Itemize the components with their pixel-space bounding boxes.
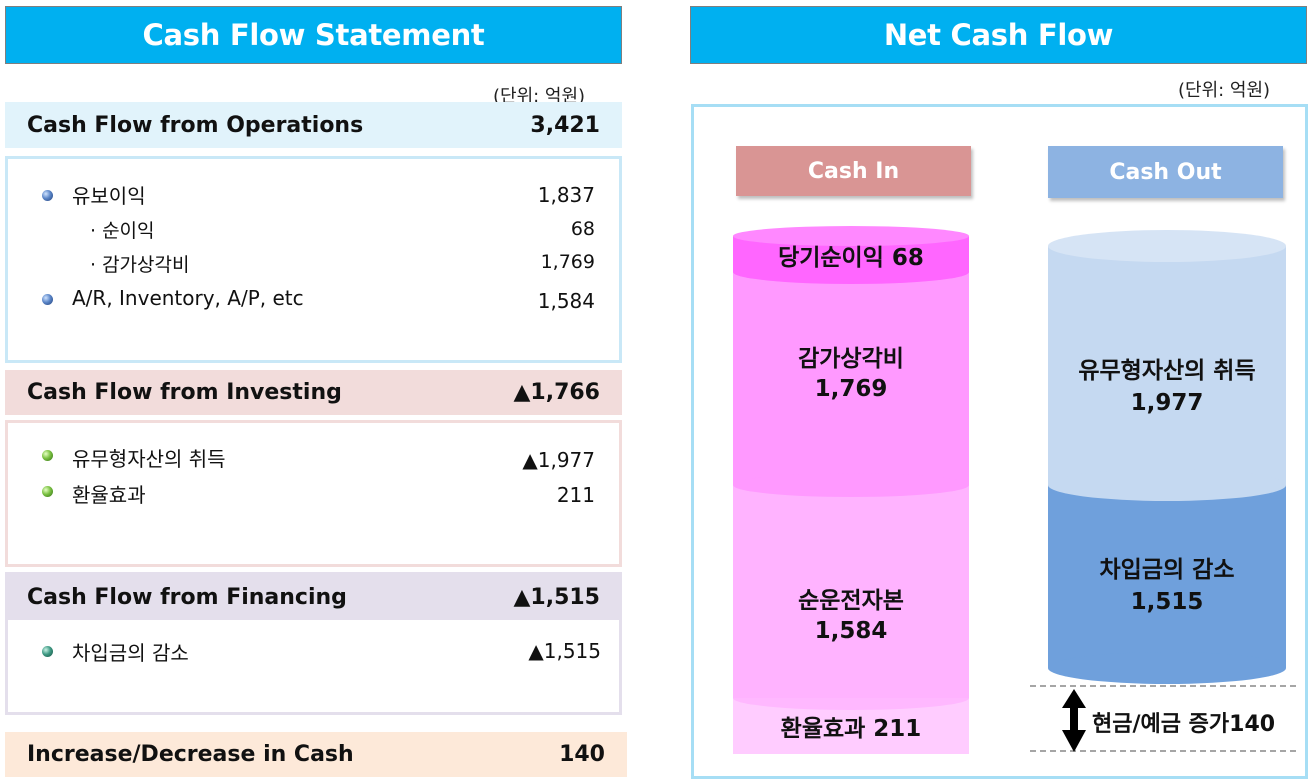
list-item-label: · 감가상각비 — [90, 254, 190, 276]
net-cash-flow-header: Net Cash Flow — [690, 6, 1307, 64]
operations-header: Cash Flow from Operations 3,421 — [5, 102, 622, 148]
total-value: 140 — [559, 742, 605, 767]
cash-increase-label: 현금/예금 증가140 — [1092, 712, 1276, 737]
list-item-value: 1,584 — [537, 289, 595, 313]
list-item-value: ▲1,515 — [528, 639, 601, 663]
net-cash-flow-title: Net Cash Flow — [883, 18, 1114, 52]
list-item-value: 1,769 — [540, 251, 595, 273]
cash-in-working-capital-name: 순운전자본 — [798, 588, 904, 614]
cash-out-repayment-name: 차입금의 감소 — [1099, 557, 1235, 583]
net-cash-flow-frame — [691, 104, 1308, 779]
cash-in-segment-working-capital — [733, 485, 969, 698]
right-unit-label: (단위: 억원) — [1178, 80, 1271, 101]
cash-in-depreciation-value: 1,769 — [814, 376, 888, 402]
cash-in-segment-depreciation — [733, 272, 969, 485]
total-label: Increase/Decrease in Cash — [27, 742, 354, 767]
cash-in-segment-net-income-top — [733, 226, 969, 246]
list-item-value: 1,837 — [537, 183, 595, 207]
list-item-value: 211 — [556, 483, 595, 507]
investing-label: Cash Flow from Investing — [27, 380, 342, 405]
list-item-value: 68 — [570, 218, 595, 240]
cash-flow-statement-title: Cash Flow Statement — [142, 18, 485, 52]
cash-in-segment-net-income-bottom — [733, 260, 969, 284]
financing-header: Cash Flow from Financing ▲1,515 — [5, 572, 622, 622]
bullet-icon — [42, 486, 53, 497]
list-item-label: 유보이익 — [72, 184, 146, 208]
cash-in-net-income-label: 당기순이익 68 — [778, 245, 924, 271]
cash-out-capex-value: 1,977 — [1130, 390, 1204, 416]
cash-out-capex-name: 유무형자산의 취득 — [1078, 358, 1256, 384]
investing-detail-box — [5, 420, 622, 567]
cash-out-segment-capex-bottom — [1048, 469, 1286, 501]
operations-value: 3,421 — [530, 112, 600, 138]
cash-out-label: Cash Out — [1109, 159, 1222, 185]
bullet-icon — [42, 646, 53, 657]
bullet-icon — [42, 294, 53, 305]
cash-out-tag: Cash Out — [1048, 146, 1283, 198]
financing-value: ▲1,515 — [513, 584, 600, 610]
cash-out-repayment-value: 1,515 — [1130, 589, 1204, 615]
cash-out-segment-repayment — [1048, 485, 1286, 668]
bullet-icon — [42, 190, 53, 201]
list-item-label: 유무형자산의 취득 — [72, 447, 226, 471]
investing-header: Cash Flow from Investing ▲1,766 — [5, 370, 622, 415]
cash-out-segment-capex — [1048, 246, 1286, 485]
cash-in-tag: Cash In — [736, 146, 971, 196]
list-item-value: ▲1,977 — [522, 448, 595, 472]
operations-label: Cash Flow from Operations — [27, 112, 364, 138]
financing-detail-box — [5, 620, 622, 715]
cash-in-fx-label: 환율효과 211 — [780, 716, 922, 742]
cash-in-working-capital-value: 1,584 — [814, 618, 888, 644]
financing-label: Cash Flow from Financing — [27, 584, 347, 610]
cash-flow-statement-header: Cash Flow Statement — [5, 6, 622, 64]
list-item-label: A/R, Inventory, A/P, etc — [72, 286, 304, 310]
bullet-icon — [42, 450, 53, 461]
cash-in-label: Cash In — [807, 158, 900, 184]
cash-in-segment-depreciation-bottom — [733, 473, 969, 497]
cash-out-segment-capex-top — [1048, 230, 1286, 262]
list-item-label: · 순이익 — [90, 220, 155, 242]
total-row: Increase/Decrease in Cash 140 — [5, 732, 627, 777]
operations-detail-box — [5, 156, 622, 363]
cash-in-depreciation-name: 감가상각비 — [798, 346, 904, 372]
cash-out-segment-repayment-bottom — [1048, 652, 1286, 684]
list-item-label: 차입금의 감소 — [72, 641, 189, 665]
list-item-label: 환율효과 — [72, 483, 146, 507]
double-arrow-icon — [1062, 689, 1086, 752]
left-unit-label: (단위: 억원) — [493, 86, 586, 107]
investing-value: ▲1,766 — [513, 380, 600, 405]
